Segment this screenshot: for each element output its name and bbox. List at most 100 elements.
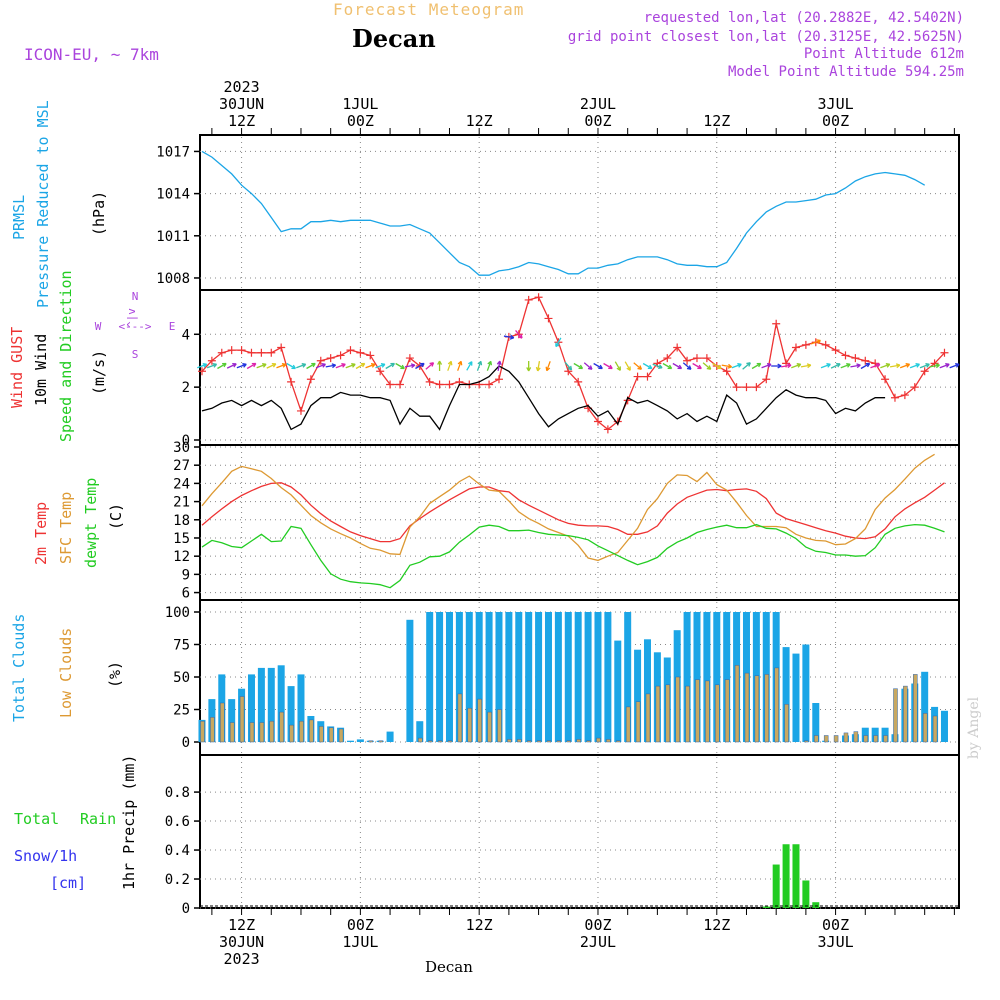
wind-direction-arrowhead xyxy=(697,364,702,370)
wind-direction-arrow xyxy=(692,362,702,370)
low-clouds-bar xyxy=(576,739,581,743)
wind-direction-arrowhead xyxy=(915,363,920,368)
low-clouds-bar xyxy=(378,740,383,743)
wind-direction-arrow xyxy=(800,364,811,368)
gust-marker xyxy=(732,383,741,392)
wind-direction-arrow xyxy=(486,361,492,371)
total-clouds-bar xyxy=(634,649,642,742)
wind-direction-arrow xyxy=(820,363,831,369)
wind-direction-arrow xyxy=(537,360,541,372)
wind-direction-arrowhead xyxy=(509,334,515,340)
time-label-bottom: 12Z xyxy=(466,916,493,934)
wind-direction-arrowhead xyxy=(865,362,871,368)
wind-direction-arrowhead xyxy=(341,363,346,368)
wind-direction-arrow xyxy=(702,362,712,370)
total-clouds-bar xyxy=(871,727,879,742)
wind-direction-arrow xyxy=(355,362,366,370)
low-clouds-bar xyxy=(932,715,938,743)
low-clouds-bar xyxy=(744,672,750,743)
low-clouds-bar xyxy=(893,688,898,743)
low-clouds-bar xyxy=(685,685,690,743)
y-tick-label: 1014 xyxy=(156,187,190,203)
wind-direction-arrow xyxy=(217,362,227,370)
wind-direction-arrowhead xyxy=(787,363,792,369)
wind-direction-arrowhead xyxy=(587,365,593,370)
gust-marker xyxy=(296,406,305,415)
axis-title: dewpt Temp xyxy=(82,478,100,568)
gust-marker xyxy=(821,340,830,349)
low-clouds-bar xyxy=(200,720,205,743)
axis-title: PRMSL xyxy=(10,195,28,240)
total-clouds-bar xyxy=(525,612,533,742)
wind-direction-arrowhead xyxy=(360,362,366,368)
gust-marker xyxy=(663,354,672,363)
gust-marker xyxy=(544,314,553,323)
wind-direction-arrow xyxy=(236,363,247,369)
wind-direction-arrowhead xyxy=(746,362,751,367)
gust-marker xyxy=(742,383,751,392)
wind-direction-arrow xyxy=(603,362,613,370)
total-clouds-bar xyxy=(940,710,948,742)
wind-direction-arrow xyxy=(633,362,642,370)
time-label-top: 00Z xyxy=(822,112,849,130)
axis-title: Total Clouds xyxy=(10,614,28,722)
total-clouds-bar xyxy=(455,612,463,742)
wind-direction-arrow xyxy=(761,363,772,369)
dewpt-line xyxy=(201,523,945,589)
rain-bar xyxy=(802,880,810,908)
time-label-top: 30JUN xyxy=(219,95,264,113)
wind-direction-arrow xyxy=(546,361,551,371)
total-clouds-bar xyxy=(535,612,543,742)
wind-direction-arrow xyxy=(335,363,346,369)
wind-direction-arrow xyxy=(662,362,672,370)
gust-marker xyxy=(336,351,345,360)
time-label-bottom: 00Z xyxy=(347,916,374,934)
gust-marker xyxy=(366,351,375,360)
gust-marker xyxy=(287,377,296,386)
time-label-bottom: 00Z xyxy=(584,916,611,934)
wind-direction-arrowhead xyxy=(222,362,227,368)
wind-direction-arrow xyxy=(206,363,217,369)
wind-direction-arrow xyxy=(447,361,452,371)
wind-direction-arrow xyxy=(672,362,682,370)
wind-direction-arrow xyxy=(624,361,631,371)
y-tick-label: 2 xyxy=(182,380,190,396)
total-clouds-bar xyxy=(921,671,929,742)
gust-marker xyxy=(534,293,543,302)
y-tick-label: 50 xyxy=(173,670,190,686)
low-clouds-bar xyxy=(843,732,849,743)
gust-marker xyxy=(762,375,771,384)
total-clouds-bar xyxy=(475,612,483,742)
wind-direction-arrow xyxy=(840,363,851,369)
low-clouds-bar xyxy=(903,685,908,743)
y-tick-label: 0.6 xyxy=(165,814,190,830)
low-clouds-bar xyxy=(447,740,453,743)
gust-marker xyxy=(791,343,800,352)
wind-direction-arrow xyxy=(395,362,405,370)
low-clouds-bar xyxy=(427,740,433,743)
total-clouds-bar xyxy=(643,639,651,742)
wind-direction-arrowhead xyxy=(251,362,257,368)
wind-direction-arrow xyxy=(564,361,572,371)
low-clouds-bar xyxy=(804,740,809,743)
time-label-top: 3JUL xyxy=(818,95,854,113)
gust-marker xyxy=(445,380,454,389)
gust-marker xyxy=(702,354,711,363)
gust-marker xyxy=(940,348,949,357)
total-clouds-bar xyxy=(346,740,354,742)
time-label-top: 1JUL xyxy=(342,95,378,113)
wind-direction-arrowhead xyxy=(242,363,247,368)
wind-direction-arrow xyxy=(325,364,336,368)
panel-frame xyxy=(199,134,960,291)
total-clouds-bar xyxy=(267,667,275,742)
low-clouds-bar xyxy=(556,740,562,743)
wind-direction-arrowhead xyxy=(291,364,296,370)
wind-direction-arrowhead xyxy=(567,365,573,371)
wind-direction-arrowhead xyxy=(429,362,435,367)
y-tick-label: 0.8 xyxy=(165,785,190,801)
wind-direction-arrow xyxy=(425,362,434,370)
axis-title: Pressure Reduced to MSL xyxy=(34,100,52,308)
time-label-top: 2JUL xyxy=(580,95,616,113)
wind-direction-arrowhead xyxy=(885,363,891,368)
time-label-top: 12Z xyxy=(703,112,730,130)
